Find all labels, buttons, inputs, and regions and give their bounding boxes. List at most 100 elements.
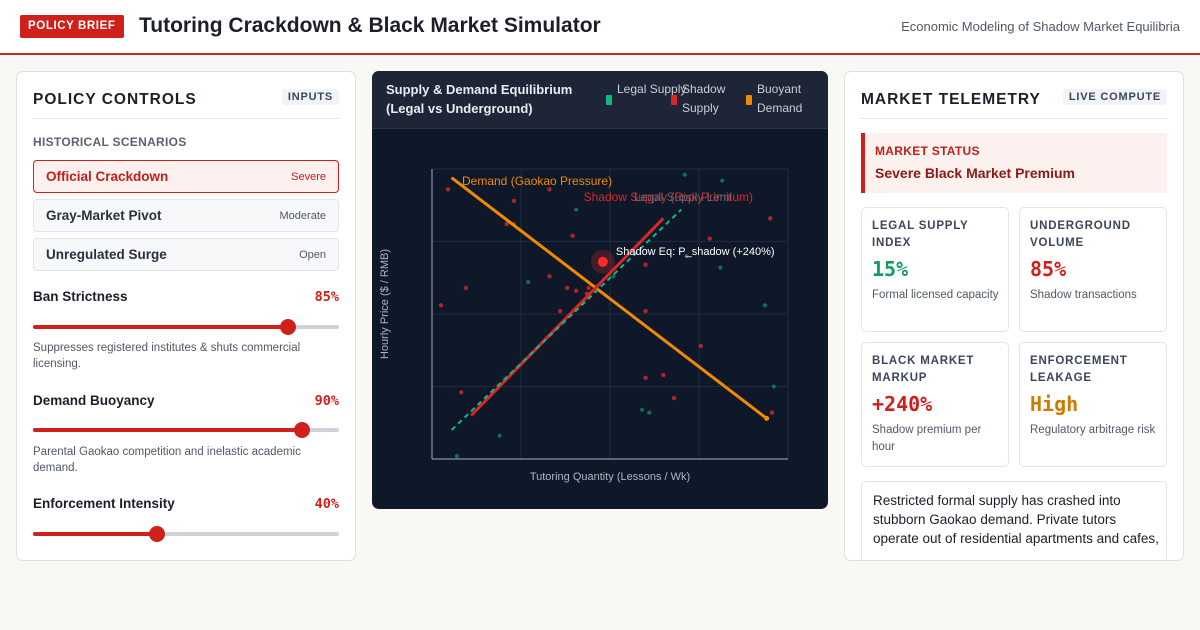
metric-caption: Shadow transactions xyxy=(1030,289,1137,301)
enforcement-intensity-label: Enforcement Intensity xyxy=(33,496,175,511)
demand-curve xyxy=(450,176,768,420)
shadow-supply-point xyxy=(643,308,648,314)
metric-caption: Shadow premium per hour xyxy=(872,424,982,453)
divider xyxy=(861,118,1167,119)
divider xyxy=(33,118,339,119)
shadow-supply-point xyxy=(504,221,509,227)
x-axis-label: Tutoring Quantity (Lessons / Wk) xyxy=(530,471,690,483)
shadow-supply-point xyxy=(511,198,517,204)
shadow-supply-point xyxy=(570,233,575,238)
scenario-severity: Moderate xyxy=(279,210,326,222)
scenario-gray-market-pivot[interactable]: Gray-Market Pivot Moderate xyxy=(33,199,339,232)
shadow-supply-point xyxy=(438,303,444,308)
live-compute-tag: LIVE COMPUTE xyxy=(1062,89,1167,105)
legal-supply-point xyxy=(647,410,652,415)
legal-supply-point xyxy=(497,433,502,438)
ban-strictness-value: 85% xyxy=(314,289,339,305)
metric-value: 15% xyxy=(872,257,909,281)
legal-supply-point xyxy=(771,384,776,389)
legend-swatch xyxy=(671,95,677,105)
demand-buoyancy-slider[interactable] xyxy=(33,422,339,438)
app-header: POLICY BRIEF Tutoring Crackdown & Black … xyxy=(0,0,1200,55)
slider-thumb[interactable] xyxy=(149,526,165,542)
slider-thumb[interactable] xyxy=(294,422,310,438)
metric-caption: Formal licensed capacity xyxy=(872,289,999,301)
ban-strictness-slider[interactable] xyxy=(33,319,339,335)
y-axis-label: Hourly Price ($ / RMB) xyxy=(379,249,391,359)
shadow-supply-point xyxy=(565,285,570,291)
scenario-official-crackdown[interactable]: Official Crackdown Severe xyxy=(33,160,339,193)
shadow-supply-point xyxy=(463,285,469,291)
shadow-supply-point xyxy=(707,236,712,241)
ban-strictness-label: Ban Strictness xyxy=(33,289,128,304)
metric-black-market-markup: BLACK MARKET MARKUP +240% Shadow premium… xyxy=(861,342,1009,467)
metric-legal-supply-index: LEGAL SUPPLY INDEX 15% Formal licensed c… xyxy=(861,207,1009,332)
legal-supply-point xyxy=(720,178,725,183)
policy-controls-title: POLICY CONTROLS xyxy=(33,91,197,108)
demand-buoyancy-label: Demand Buoyancy xyxy=(33,393,155,408)
shadow-supply-point xyxy=(573,288,579,293)
shadow-supply-point xyxy=(547,187,552,192)
enforcement-intensity-value: 40% xyxy=(314,496,339,512)
inputs-tag: INPUTS xyxy=(281,89,339,105)
market-summary: Restricted formal supply has crashed int… xyxy=(861,481,1167,560)
shadow-supply-point xyxy=(458,390,464,395)
page-subtitle: Economic Modeling of Shadow Market Equil… xyxy=(901,19,1180,34)
demand-end-marker xyxy=(764,415,770,421)
slider-fill xyxy=(33,532,157,536)
ban-strictness-description: Suppresses registered institutes & shuts… xyxy=(33,342,301,370)
market-status-value: Severe Black Market Premium xyxy=(875,165,1075,181)
legal-supply-point xyxy=(454,454,459,459)
legal-supply-point xyxy=(762,303,767,308)
legal-supply-point xyxy=(574,207,579,212)
legend-label: Shadow Supply xyxy=(682,82,726,115)
shadow-supply-point xyxy=(445,187,451,192)
metric-enforcement-leakage: ENFORCEMENT LEAKAGE High Regulatory arbi… xyxy=(1019,342,1167,467)
enforcement-intensity-slider[interactable] xyxy=(33,526,339,542)
shadow-supply-point xyxy=(586,285,591,291)
metric-label: UNDERGROUND VOLUME xyxy=(1030,220,1131,249)
metric-label: ENFORCEMENT LEAKAGE xyxy=(1030,355,1128,384)
page-title: Tutoring Crackdown & Black Market Simula… xyxy=(139,14,601,37)
shadow-supply-curve-label: Shadow Supply (Risk Premium) xyxy=(584,190,753,204)
market-telemetry-panel: MARKET TELEMETRY LIVE COMPUTE MARKET STA… xyxy=(844,71,1184,561)
slider-fill xyxy=(33,428,302,432)
shadow-supply-point xyxy=(769,410,775,415)
equilibrium-point xyxy=(597,256,608,267)
legal-supply-point xyxy=(684,254,689,258)
market-status-box: MARKET STATUS Severe Black Market Premiu… xyxy=(861,133,1167,193)
shadow-supply-curve xyxy=(470,217,665,417)
metric-value: 85% xyxy=(1030,257,1067,281)
scenario-unregulated-surge[interactable]: Unregulated Surge Open xyxy=(33,238,339,271)
equilibrium-chart-panel: Supply & Demand Equilibrium (Legal vs Un… xyxy=(372,71,828,509)
market-telemetry-title: MARKET TELEMETRY xyxy=(861,91,1041,108)
slider-thumb[interactable] xyxy=(279,319,296,335)
legal-supply-point xyxy=(526,280,531,285)
policy-controls-panel: POLICY CONTROLS INPUTS HISTORICAL SCENAR… xyxy=(16,71,356,561)
metric-value: +240% xyxy=(872,392,933,416)
shadow-supply-point xyxy=(768,216,773,221)
metric-label: LEGAL SUPPLY INDEX xyxy=(872,220,969,249)
market-summary-text: Restricted formal supply has crashed int… xyxy=(873,493,1159,546)
shadow-supply-point xyxy=(643,262,648,267)
legend-label: Legal Supply xyxy=(617,82,687,96)
legend-label: Buoyant Demand xyxy=(757,82,803,115)
demand-buoyancy-description: Parental Gaokao competition and inelasti… xyxy=(33,446,301,474)
scenario-label: Unregulated Surge xyxy=(46,247,167,262)
chart-header: Supply & Demand Equilibrium (Legal vs Un… xyxy=(372,71,828,129)
shadow-supply-point xyxy=(671,395,677,401)
metric-value: High xyxy=(1030,392,1079,416)
equilibrium-chart: Demand (Gaokao Pressure) Shadow Supply (R… xyxy=(379,168,789,483)
legal-supply-point xyxy=(640,407,645,412)
policy-brief-badge: POLICY BRIEF xyxy=(20,15,124,38)
metric-underground-volume: UNDERGROUND VOLUME 85% Shadow transactio… xyxy=(1019,207,1167,332)
legal-supply-point xyxy=(718,265,723,270)
scenario-label: Gray-Market Pivot xyxy=(46,208,162,223)
demand-buoyancy-value: 90% xyxy=(314,393,339,409)
legal-supply-point xyxy=(611,274,616,279)
shadow-supply-point xyxy=(557,308,563,314)
legend-swatch xyxy=(606,95,612,105)
shadow-supply-point xyxy=(547,274,552,279)
scenario-label: Official Crackdown xyxy=(46,169,169,184)
metric-label: BLACK MARKET MARKUP xyxy=(872,355,975,384)
